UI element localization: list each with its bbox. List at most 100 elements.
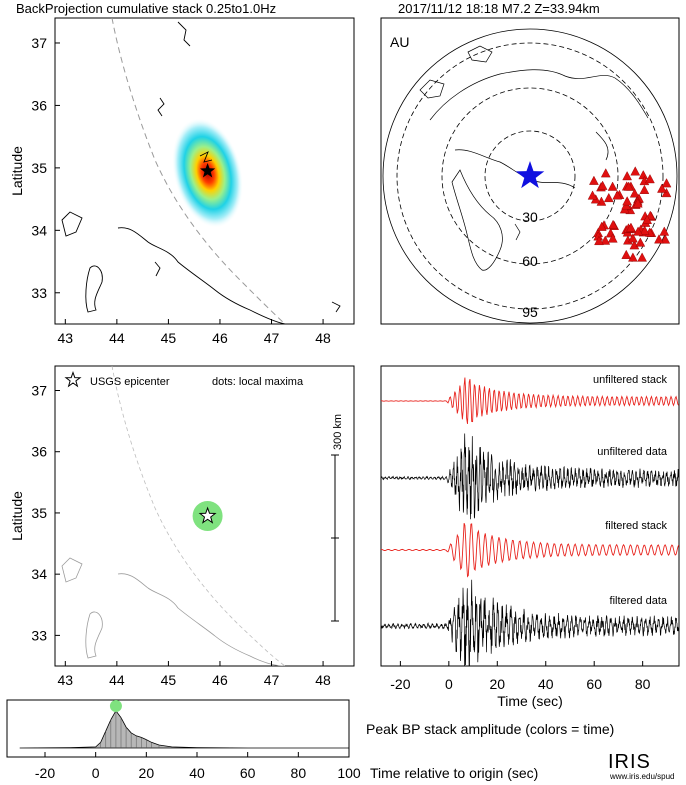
station-marker	[603, 192, 614, 203]
iris-logo: IRIS	[608, 751, 651, 773]
top-map-ytick-label: 36	[31, 97, 47, 113]
station-marker	[622, 196, 632, 206]
traces-xlabel: Time (sec)	[497, 693, 563, 709]
legend-star-icon	[64, 370, 82, 388]
station-marker	[629, 188, 640, 198]
continent-outlines	[419, 45, 649, 271]
station-marker	[622, 171, 632, 181]
distance-ring-60	[441, 87, 619, 265]
station-marker	[612, 190, 623, 200]
legend-dots: dots: local maxima	[212, 376, 304, 388]
amplitude-panel: -20 0 20 40 60 80 100 Peak BP stack amplitude …	[6, 699, 614, 781]
border-line	[199, 151, 213, 163]
station-marker	[623, 181, 634, 191]
epicenter-star	[200, 163, 216, 178]
coastline-kuwait	[61, 211, 83, 237]
traces-frame	[380, 365, 680, 667]
amplitude-xtick-label: -20	[35, 765, 55, 781]
station-marker	[628, 233, 638, 243]
amplitude-frame	[6, 699, 350, 758]
bottom-map-xtick-label: 46	[212, 672, 228, 688]
amplitude-peak-dot	[109, 700, 122, 712]
station-marker	[589, 175, 599, 185]
station-markers	[587, 166, 672, 262]
amplitude-xtick-label: 100	[337, 765, 361, 781]
trace-unfiltered-data	[381, 433, 679, 520]
amplitude-xlabel: Time relative to origin (sec)	[370, 765, 538, 781]
figure-title: BackProjection cumulative stack 0.25to1.…	[16, 1, 276, 16]
amplitude-xtick-label: 40	[189, 765, 205, 781]
top-map-ytick-label: 37	[31, 35, 47, 51]
coastline-south	[154, 261, 341, 313]
amplitude-area	[19, 710, 349, 749]
ring-label-30: 30	[522, 209, 538, 225]
trace-filtered-stack	[381, 522, 679, 578]
traces-xtick-label: 40	[538, 676, 554, 692]
station-marker	[608, 219, 618, 229]
traces-xtick-label: 80	[635, 676, 651, 692]
bottom-map-xtick-label: 45	[161, 672, 177, 688]
label-unfiltered-stack: unfiltered stack	[593, 374, 667, 386]
station-marker	[654, 234, 664, 244]
plate-boundary-line	[111, 18, 286, 324]
coastline-gulf	[117, 227, 286, 324]
bottom-map-xtick-label: 47	[264, 672, 280, 688]
coastline-peninsula-faint	[61, 557, 103, 659]
amplitude-xtick-label: 80	[291, 765, 307, 781]
legend-epicenter: USGS epicenter	[90, 376, 170, 388]
bottom-map-xtick-label: 44	[109, 672, 125, 688]
top-map-xtick-label: 47	[264, 330, 280, 346]
station-marker	[659, 226, 670, 236]
bottom-map-xtick-label: 48	[315, 672, 331, 688]
coastline-peninsula	[85, 265, 103, 313]
distance-ring-95	[396, 42, 664, 310]
lake-outline	[157, 97, 165, 117]
amplitude-title: Peak BP stack amplitude (colors = time)	[366, 721, 614, 737]
top-map-ytick-label: 35	[31, 160, 47, 176]
station-marker	[657, 183, 667, 193]
station-marker	[597, 180, 608, 190]
station-marker	[639, 184, 650, 194]
bottom-map-ytick-label: 33	[31, 627, 47, 643]
station-globe-panel: AU 30 60 95	[380, 17, 680, 325]
top-map-ylabel: Latitude	[9, 146, 25, 196]
label-filtered-stack: filtered stack	[605, 520, 667, 532]
amplitude-xtick-label: 20	[139, 765, 155, 781]
station-marker	[645, 174, 655, 184]
amplitude-xtick-label: 0	[92, 765, 100, 781]
distance-ring-30	[484, 130, 576, 222]
station-marker	[661, 178, 672, 188]
globe-outline	[382, 28, 678, 324]
station-marker	[621, 249, 632, 259]
traces-xtick-label: 60	[586, 676, 602, 692]
top-map-xtick-label: 48	[315, 330, 331, 346]
traces-xtick-label: 0	[445, 676, 453, 692]
station-marker	[607, 233, 618, 243]
traces-xtick-label: 20	[490, 676, 506, 692]
coastline-gulf-faint	[117, 573, 286, 666]
top-map-xtick-label: 45	[161, 330, 177, 346]
station-marker	[587, 190, 598, 200]
trace-filtered-data	[381, 579, 679, 666]
network-label: AU	[390, 34, 409, 50]
top-map-ytick-label: 33	[31, 285, 47, 301]
traces-panel: unfiltered stack unfiltered data filtere…	[380, 365, 680, 709]
traces-xtick-label: -20	[390, 676, 410, 692]
station-marker	[637, 252, 647, 262]
station-marker	[632, 198, 643, 208]
top-map-xtick-label: 43	[58, 330, 74, 346]
station-marker	[600, 168, 611, 178]
trace-unfiltered-stack	[381, 377, 679, 424]
epicenter-star-blue	[515, 161, 545, 189]
scale-bar-label: 300 km	[332, 414, 344, 450]
station-marker	[639, 225, 650, 235]
station-marker	[600, 235, 611, 245]
station-marker	[660, 234, 671, 244]
top-map-xtick-label: 46	[212, 330, 228, 346]
station-marker	[596, 221, 607, 231]
top-map-panel: Latitude 43 44 45 46 47 48 37 36 35 34 33	[9, 17, 355, 346]
bottom-map-ytick-label: 37	[31, 382, 47, 398]
station-marker	[642, 214, 652, 224]
station-marker	[633, 226, 643, 236]
